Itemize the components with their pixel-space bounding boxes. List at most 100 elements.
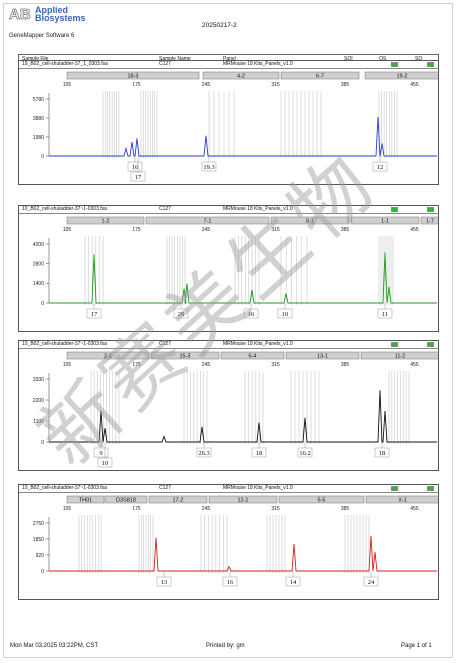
marker-label: 2-1 [104, 354, 112, 360]
allele-call-label: 17 [91, 311, 98, 318]
allele-call-box[interactable]: 28 [173, 303, 189, 319]
marker-label: 18-3 [127, 74, 138, 80]
allele-call-label: 10 [102, 460, 109, 467]
signal-trace [49, 252, 437, 304]
allele-call-label: 16 [227, 579, 234, 586]
marker-17-2[interactable]: 17-2 [148, 495, 208, 504]
x-tick-label: 105 [63, 82, 72, 88]
allele-call-box[interactable]: 10 [97, 442, 113, 468]
col-sq: SQ [415, 56, 423, 62]
marker-7-1[interactable]: 7-1 [145, 216, 270, 225]
marker-1-7[interactable]: 1-7 [420, 216, 438, 225]
marker-18-3[interactable]: 18-3 [66, 71, 200, 80]
col-os: OS [379, 56, 387, 62]
y-tick-label: 4200 [33, 242, 44, 248]
allele-call-box[interactable]: 19.3 [201, 156, 217, 172]
marker-label: 4-2 [237, 74, 245, 80]
allele-call-box[interactable]: 16 [127, 156, 143, 172]
allele-call-label: 18 [256, 450, 263, 457]
footer-page: Page 1 of 1 [401, 643, 432, 649]
allele-call-label: 10 [282, 311, 289, 318]
x-tick-label: 385 [341, 506, 350, 512]
marker-19-2[interactable]: 19-2 [364, 71, 438, 80]
marker-8-1[interactable]: 8-1 [270, 216, 350, 225]
marker-15-3[interactable]: 15-3 [150, 351, 220, 360]
allele-call-label: 9 [99, 450, 102, 457]
marker-label: 12-1 [237, 498, 248, 504]
footer-printed-by: Printed by: gm [206, 643, 245, 649]
allele-call-label: 24 [368, 579, 375, 586]
allele-call-box[interactable]: 18 [374, 442, 390, 458]
electropherogram-panel-3: 10_B02_cell-shuladder-37~1-0303.fsa C127 M… [18, 340, 439, 471]
allele-call-box[interactable]: 13 [156, 571, 172, 587]
sample-name: C127 [159, 206, 171, 212]
panel-name: MRMouse 18 Kits_Panels_v1.0 [223, 485, 293, 491]
marker-label: 15-3 [179, 354, 190, 360]
allele-call-label: 26.3 [198, 450, 209, 457]
x-tick-label: 455 [410, 82, 419, 88]
marker-label: 8-1 [306, 219, 314, 225]
allele-call-box[interactable]: 24 [363, 571, 379, 587]
allele-call-label: 16 [132, 164, 139, 171]
run-date-title: 20250217-2 [202, 22, 237, 29]
marker-X-1[interactable]: X-1 [365, 495, 438, 504]
x-tick-label: 455 [410, 362, 419, 368]
allele-call-box[interactable]: 9 [93, 442, 109, 458]
sample-file: 10_B02_cell-shuladder-37~1-0303.fsa [22, 341, 107, 347]
allele-call-box[interactable]: 18 [251, 442, 267, 458]
signal-trace [49, 390, 437, 443]
x-tick-label: 175 [132, 362, 141, 368]
y-tick-label: 2200 [33, 398, 44, 404]
x-tick-label: 105 [63, 506, 72, 512]
marker-1-2[interactable]: 1-2 [66, 216, 145, 225]
allele-call-box[interactable]: 16 [243, 303, 259, 319]
logo-text: Applied Biosystems [35, 5, 86, 23]
x-tick-label: 175 [132, 82, 141, 88]
allele-call-box[interactable]: 10 [277, 303, 293, 319]
marker-label: X-1 [398, 498, 407, 504]
y-tick-label: 2750 [33, 521, 44, 527]
marker-TH01[interactable]: TH01 [66, 495, 105, 504]
allele-call-label: 17 [135, 174, 142, 181]
marker-6-4[interactable]: 6-4 [220, 351, 285, 360]
y-tick-label: 1850 [33, 537, 44, 543]
x-tick-label: 315 [271, 82, 280, 88]
y-tick-label: 2800 [33, 261, 44, 267]
marker-D3S818[interactable]: D3S818 [104, 495, 148, 504]
marker-4-2[interactable]: 4-2 [202, 71, 280, 80]
panel-info-row: 10_B02_cell-shuladder-37~1-0303.fsa C127 M… [19, 341, 438, 349]
marker-6-7[interactable]: 6-7 [280, 71, 360, 80]
allele-call-box[interactable]: 11 [377, 303, 393, 319]
app-name: GeneMapper Software 6 [9, 33, 75, 39]
y-tick-label: 3330 [33, 377, 44, 383]
col-sample-name: Sample Name [159, 56, 191, 62]
marker-11-2[interactable]: 11-2 [360, 351, 438, 360]
marker-2-1[interactable]: 2-1 [66, 351, 150, 360]
x-tick-label: 245 [202, 82, 211, 88]
allele-call-box[interactable]: 26.3 [196, 442, 212, 458]
marker-13-1[interactable]: 13-1 [285, 351, 360, 360]
col-sample-file: Sample File [22, 56, 49, 62]
allele-call-box[interactable]: 17 [130, 156, 146, 182]
marker-5-5[interactable]: 5-5 [278, 495, 365, 504]
col-sqi: SQI [344, 56, 353, 62]
marker-12-1[interactable]: 12-1 [208, 495, 278, 504]
x-tick-label: 455 [410, 506, 419, 512]
x-tick-label: 175 [132, 506, 141, 512]
col-panel: Panel [223, 56, 236, 62]
allele-call-box[interactable]: 12 [372, 156, 388, 172]
footer-date: Mon Mar 03,2025 03:22PM, CST [10, 643, 99, 649]
quality-flag-icon [427, 342, 434, 347]
allele-call-label: 14 [290, 579, 297, 586]
electropherogram-chart: TH01 D3S818 17-2 12-1 5-5 X-1 105 175 245 315 385 4… [33, 495, 438, 587]
allele-call-box[interactable]: 14 [285, 571, 301, 587]
logo-line1: Applied [35, 5, 68, 15]
allele-call-box[interactable]: 17 [86, 303, 102, 319]
marker-1-1[interactable]: 1-1 [350, 216, 420, 225]
y-tick-label: 0 [41, 301, 44, 307]
sample-file: 10_B02_cell-shuladder-37~1-0303.fsa [22, 206, 107, 212]
allele-call-label: 12 [377, 164, 384, 171]
electropherogram-panel-1: 19_B02_cell-shuladder-37_1_0303.fsa C127 M… [18, 60, 439, 185]
allele-call-box[interactable]: 16 [222, 571, 238, 587]
allele-call-box[interactable]: 16.2 [297, 442, 313, 458]
